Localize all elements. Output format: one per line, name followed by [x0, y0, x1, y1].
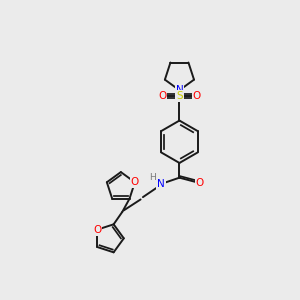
Text: N: N — [176, 85, 183, 95]
Text: O: O — [131, 177, 139, 187]
Text: O: O — [158, 91, 166, 101]
Text: O: O — [93, 225, 101, 235]
Text: O: O — [192, 91, 201, 101]
Text: H: H — [149, 173, 156, 182]
Text: N: N — [157, 179, 165, 189]
Text: S: S — [176, 91, 183, 101]
Text: O: O — [195, 178, 204, 188]
